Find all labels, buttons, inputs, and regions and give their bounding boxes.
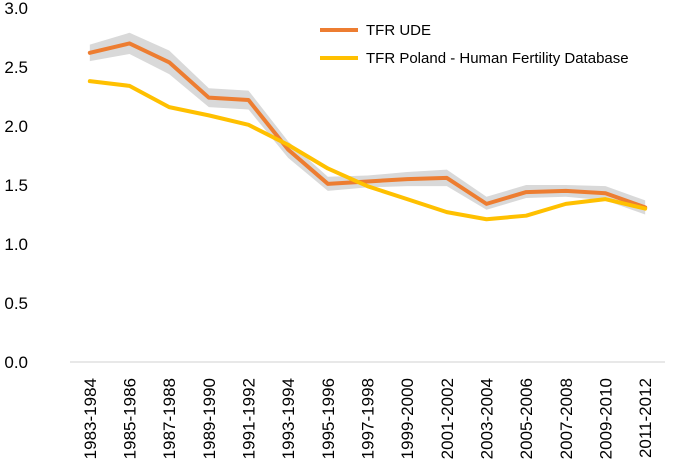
y-tick-label: 0.5: [4, 294, 28, 313]
x-tick-label: 2003-2004: [478, 378, 497, 459]
legend-label-0: TFR UDE: [366, 22, 431, 39]
x-axis-ticks: 1983-1984 1985-1986 1987-1988 1989-1990 1991…: [81, 378, 655, 459]
series-lines: [87, 41, 648, 222]
x-tick-label: 1987-1988: [160, 378, 179, 459]
x-tick-label: 2005-2006: [517, 378, 536, 459]
y-tick-label: 2.5: [4, 58, 28, 77]
y-tick-label: 3.0: [4, 0, 28, 18]
y-tick-label: 1.0: [4, 235, 28, 254]
y-tick-label: 2.0: [4, 117, 28, 136]
x-tick-label: 1999-2000: [398, 378, 417, 459]
legend: TFR UDE TFR Poland - Human Fertility Data…: [320, 22, 629, 67]
series-line-1: [87, 79, 648, 222]
x-tick-label: 1989-1990: [200, 378, 219, 459]
x-tick-label: 1985-1986: [121, 378, 140, 459]
x-tick-label: 2011-2012: [636, 378, 655, 458]
x-tick-label: 1983-1984: [81, 378, 100, 459]
y-tick-label: 1.5: [4, 176, 28, 195]
x-tick-label: 2007-2008: [557, 378, 576, 459]
x-tick-label: 2001-2002: [438, 378, 457, 459]
x-tick-label: 1995-1996: [319, 378, 338, 459]
y-tick-label: 0.0: [4, 353, 28, 372]
y-axis-ticks: 0.0 0.5 1.0 1.5 2.0 2.5 3.0: [4, 0, 28, 372]
series-line-0: [87, 41, 648, 210]
x-tick-label: 1997-1998: [359, 378, 378, 459]
x-tick-label: 1993-1994: [279, 378, 298, 459]
x-tick-label: 1991-1992: [240, 378, 259, 459]
x-tick-label: 2009-2010: [597, 378, 616, 459]
legend-label-1: TFR Poland - Human Fertility Database: [366, 50, 629, 67]
